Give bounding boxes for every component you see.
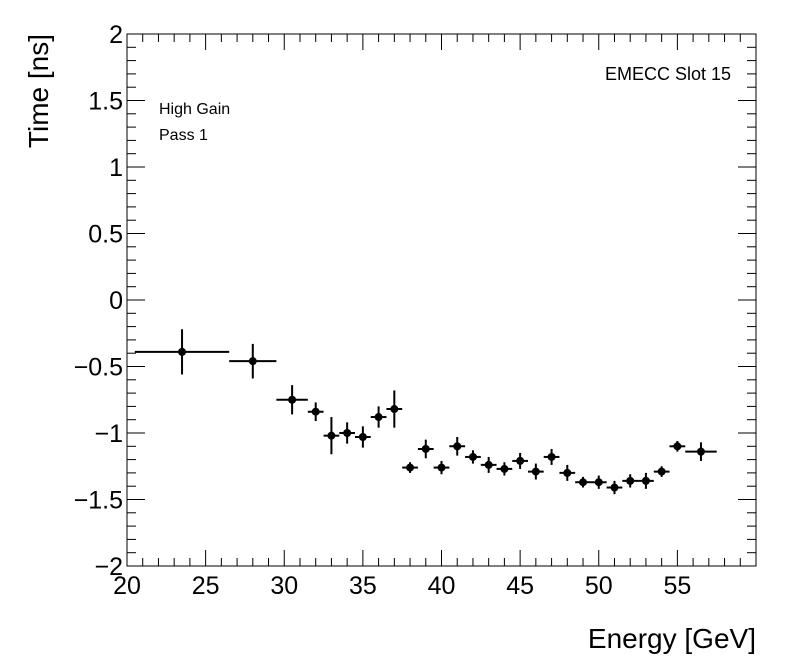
data-point [386,390,403,428]
data-marker [626,476,635,485]
data-point [638,472,654,489]
data-point [229,343,277,379]
y-tick-label: −1.5 [74,487,123,515]
data-marker [327,431,336,440]
data-marker [500,464,509,473]
data-marker [248,357,257,366]
x-tick-label: 35 [349,572,377,600]
data-marker [484,460,493,469]
data-marker [516,456,525,465]
data-marker [358,432,367,441]
x-tick-label: 25 [192,572,220,600]
y-tick-label: −2 [94,553,123,581]
x-tick-label: 40 [428,572,456,600]
data-point [669,440,686,452]
data-point [465,450,481,464]
y-tick-label: 1 [109,154,123,182]
data-point [590,475,607,489]
x-tick-label: 55 [663,572,691,600]
y-tick-label: −1 [94,420,123,448]
data-marker [547,452,556,461]
data-marker [673,442,682,451]
data-point [276,385,308,415]
data-marker [311,407,320,416]
data-point [480,456,497,473]
data-marker [657,467,666,476]
y-axis-tick-labels: −2 −1.5 −1 −0.5 0 0.5 1 1.5 2 [74,21,123,581]
data-point [134,329,230,375]
data-point [685,442,717,461]
data-point [339,422,356,444]
data-point [323,417,340,455]
data-point [417,439,434,459]
x-tick-label: 20 [113,572,141,600]
data-point [559,464,576,481]
data-point [433,460,450,475]
x-axis-title: Energy [GeV] [588,623,756,654]
y-tick-label: 2 [109,21,123,49]
data-marker [453,442,462,451]
data-series [134,329,717,495]
data-marker [531,467,540,476]
data-marker [288,395,297,404]
y-axis-title: Time [ns] [23,34,54,148]
data-point [355,426,371,448]
data-point [402,462,418,473]
data-marker [579,478,588,487]
y-axis-ticks [127,33,756,567]
data-marker [563,468,572,477]
slot-label: EMECC Slot 15 [605,64,731,84]
data-point [496,462,513,476]
y-tick-label: 0 [109,287,123,315]
data-marker [390,405,399,414]
x-tick-label: 45 [506,572,534,600]
pass-label: Pass 1 [159,127,208,144]
data-marker [406,463,415,472]
data-marker [641,476,650,485]
y-tick-label: 1.5 [88,88,123,116]
data-point [512,452,528,469]
data-point [622,474,639,488]
x-axis-tick-labels: 20 25 30 35 40 45 50 55 [113,572,691,600]
data-point [370,406,387,428]
data-point [307,402,324,422]
data-point [527,463,544,480]
y-tick-label: 0.5 [88,221,123,249]
data-marker [594,478,603,487]
data-marker [178,347,187,356]
y-tick-label: −0.5 [74,354,123,382]
x-axis-ticks [126,34,757,566]
data-point [543,448,560,465]
data-point [606,480,623,495]
data-marker [437,463,446,472]
data-marker [343,429,352,437]
data-marker [374,413,383,422]
data-point [575,476,591,488]
data-marker [610,483,619,492]
x-tick-label: 50 [585,572,613,600]
data-marker [696,447,705,456]
data-point [653,466,670,477]
data-marker [468,452,477,461]
x-tick-label: 30 [270,572,298,600]
gain-label: High Gain [159,101,230,118]
data-point [449,436,466,456]
data-marker [421,444,430,453]
